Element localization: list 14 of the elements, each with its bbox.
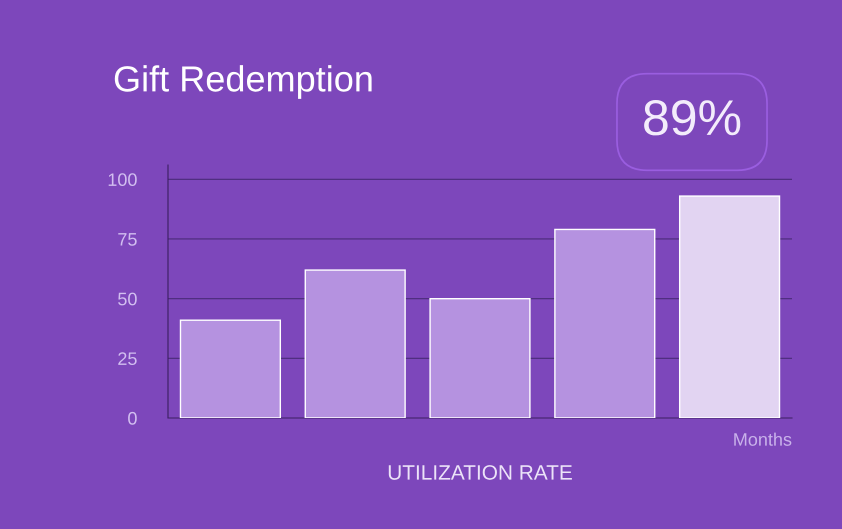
bar — [180, 319, 282, 418]
text: 89% — [644, 100, 740, 136]
y-tick-label: 75 — [118, 233, 137, 246]
chart-title: Gift Redemption — [114, 65, 372, 99]
x-axis-title: UTILIZATION RATE — [388, 465, 572, 480]
bar — [429, 298, 531, 418]
y-tick-label: 0 — [128, 412, 137, 425]
y-tick-label: 100 — [108, 173, 137, 186]
bar — [554, 228, 656, 418]
bar — [304, 269, 406, 418]
y-tick-label: 50 — [118, 292, 137, 306]
y-tick-label: 25 — [118, 352, 137, 366]
text: Months — [734, 432, 792, 446]
bar — [678, 195, 780, 418]
